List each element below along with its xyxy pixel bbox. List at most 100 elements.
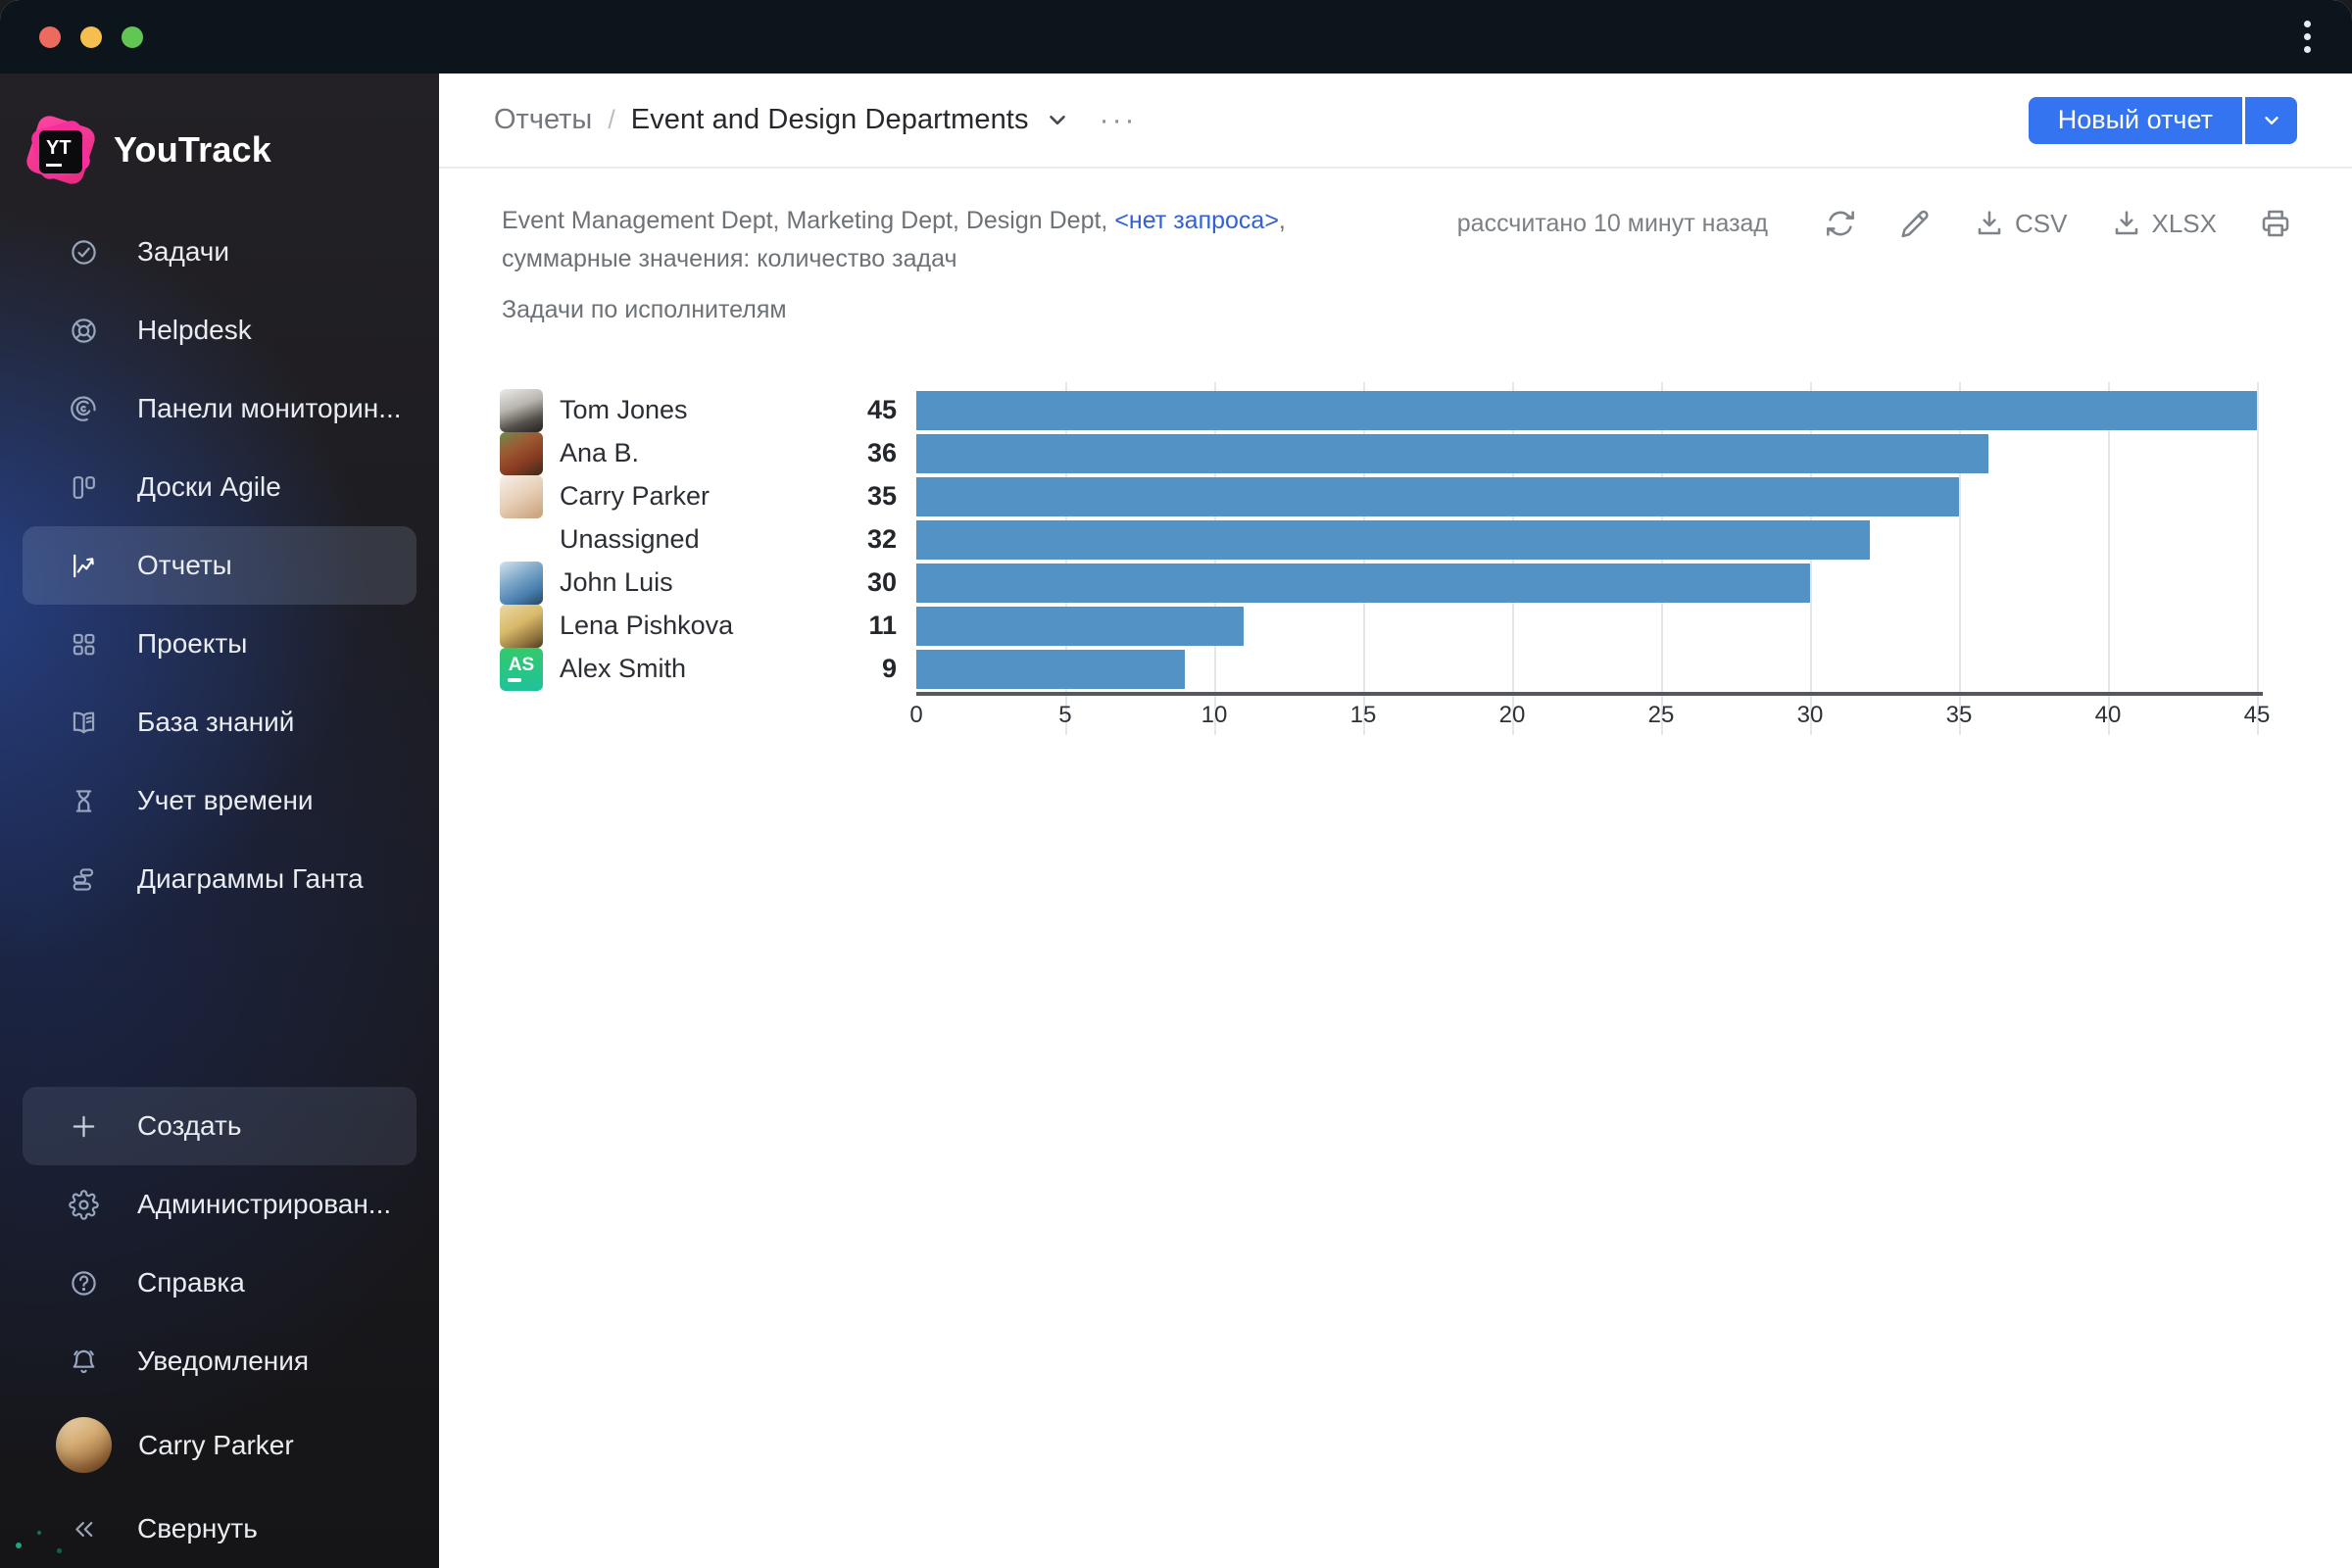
sidebar-item-создать[interactable]: Создать	[23, 1087, 416, 1165]
sidebar-item-задачи[interactable]: Задачи	[23, 213, 416, 291]
youtrack-logo-icon: YT	[24, 113, 98, 187]
assignee-task-count: 35	[866, 481, 897, 511]
x-axis-tick-label: 10	[1200, 701, 1228, 728]
sidebar-collapse-nav: Свернуть	[0, 1490, 439, 1568]
sidebar-item-отчеты[interactable]: Отчеты	[23, 526, 416, 605]
avatar	[56, 1417, 112, 1473]
x-axis-tick-label: 40	[2094, 701, 2122, 728]
report-toolbar: рассчитано 10 минут назад	[1457, 208, 2291, 239]
avatar-placeholder	[500, 518, 543, 562]
gear-icon	[69, 1189, 99, 1220]
maximize-window-button[interactable]	[122, 25, 143, 48]
avatar	[500, 431, 543, 475]
bar	[916, 606, 1245, 646]
new-report-split-button: Новый отчет	[2028, 96, 2297, 144]
sidebar-user[interactable]: Carry Parker	[23, 1400, 416, 1490]
user-name: Carry Parker	[138, 1429, 294, 1460]
sidebar-item-диаграммы-ганта[interactable]: Диаграммы Ганта	[23, 840, 416, 918]
projects-icon	[73, 633, 95, 655]
download-icon	[2115, 211, 2137, 235]
sidebar-item-учет-времени[interactable]: Учет времени	[23, 761, 416, 840]
assignee-task-count: 36	[866, 438, 897, 467]
bar	[916, 649, 1185, 689]
sidebar-item-label: Свернуть	[137, 1513, 258, 1544]
sidebar-item-label: Helpdesk	[137, 315, 252, 345]
sidebar-item-helpdesk[interactable]: Helpdesk	[23, 291, 416, 369]
app-title: YouTrack	[114, 129, 271, 170]
printer-icon	[2262, 210, 2289, 237]
page-header: Отчеты / Event and Design Departments ··…	[439, 74, 2352, 169]
avatar	[500, 388, 543, 432]
assignee-name: John Luis	[560, 567, 673, 597]
sidebar-footer-nav: Создать Администрирован... Справка Уведомле…	[0, 1087, 439, 1400]
helpdesk-icon	[72, 318, 96, 343]
export-csv-button[interactable]: CSV	[1974, 208, 2068, 239]
assignee-name: Carry Parker	[560, 481, 710, 511]
new-report-button[interactable]: Новый отчет	[2028, 96, 2242, 144]
sidebar-item-label: Диаграммы Ганта	[137, 863, 364, 894]
chart-row: Lena Pishkova 11	[500, 604, 2332, 648]
sidebar-item-label: Администрирован...	[137, 1189, 392, 1219]
bell-icon	[73, 1349, 95, 1373]
edit-report-button[interactable]	[1899, 208, 1931, 239]
page-title: Event and Design Departments	[630, 104, 1029, 135]
new-report-dropdown-button[interactable]	[2242, 96, 2297, 144]
avatar	[500, 561, 543, 605]
minimize-window-button[interactable]	[80, 25, 102, 48]
sidebar-item-label: Проекты	[137, 628, 248, 659]
sidebar-item-свернуть[interactable]: Свернуть	[23, 1490, 416, 1568]
gantt-icon	[73, 867, 94, 891]
refresh-button[interactable]	[1825, 208, 1856, 239]
report-query-summary: Event Management Dept, Marketing Dept, D…	[502, 207, 1286, 272]
x-axis-tick-label: 45	[2243, 701, 2271, 728]
x-axis-tick-label: 5	[1058, 701, 1072, 728]
x-axis-tick-label: 25	[1647, 701, 1675, 728]
kebab-menu-icon[interactable]	[2298, 15, 2317, 59]
sidebar-item-уведомления[interactable]: Уведомления	[23, 1322, 416, 1400]
sidebar-item-проекты[interactable]: Проекты	[23, 605, 416, 683]
chevron-down-icon[interactable]	[1045, 101, 1070, 140]
assignee-task-count: 30	[866, 567, 897, 597]
window-controls	[39, 25, 143, 48]
print-button[interactable]	[2260, 208, 2291, 239]
sidebar-item-база-знаний[interactable]: База знаний	[23, 683, 416, 761]
breadcrumb: Отчеты / Event and Design Departments ··…	[494, 101, 1138, 140]
sidebar-item-справка[interactable]: Справка	[23, 1244, 416, 1322]
sidebar-item-label: Справка	[137, 1267, 245, 1298]
export-xlsx-button[interactable]: XLSX	[2111, 208, 2217, 239]
x-axis-tick-label: 15	[1349, 701, 1377, 728]
youtrack-logo[interactable]: YT YouTrack	[0, 74, 439, 213]
assignee-task-count: 45	[866, 395, 897, 424]
pencil-icon	[1901, 210, 1929, 238]
sidebar-item-label: Задачи	[137, 236, 230, 267]
close-window-button[interactable]	[39, 25, 61, 48]
help-icon	[72, 1270, 96, 1296]
tasks-by-assignee-chart: Tom Jones 45 Ana B. 36 Carry Parker 35 Unassig…	[500, 381, 2332, 735]
assignee-task-count: 11	[868, 611, 897, 640]
more-options-icon[interactable]: ···	[1099, 103, 1138, 136]
chart-row: Carry Parker 35	[500, 474, 2332, 518]
chart-row: Ana B. 36	[500, 431, 2332, 475]
breadcrumb-reports-link[interactable]: Отчеты	[494, 104, 593, 135]
x-axis-ticks: 0 5 10 15 20 25 30 35 40 45	[909, 701, 2270, 735]
bar	[916, 563, 1810, 603]
plus-icon	[73, 1115, 95, 1137]
no-query-link[interactable]: <нет запроса>	[1114, 207, 1279, 234]
sidebar-item-label: База знаний	[137, 707, 295, 737]
refresh-icon	[1827, 211, 1854, 236]
dashboards-icon	[71, 395, 96, 421]
avatar	[500, 604, 543, 648]
assignee-name: Lena Pishkova	[560, 611, 734, 640]
avatar	[500, 474, 543, 518]
time-tracking-icon	[75, 789, 92, 812]
download-icon	[1978, 211, 2001, 235]
knowledge-base-icon	[73, 711, 95, 733]
assignee-name: Tom Jones	[560, 395, 688, 424]
reports-icon	[74, 554, 94, 577]
sidebar-item-администрирован-[interactable]: Администрирован...	[23, 1165, 416, 1244]
sidebar-item-доски-agile[interactable]: Доски Agile	[23, 448, 416, 526]
main-content: Отчеты / Event and Design Departments ··…	[439, 74, 2352, 1568]
chart-row: Tom Jones 45	[500, 388, 2332, 432]
sidebar-item-панели-мониторин-[interactable]: Панели мониторин...	[23, 369, 416, 448]
